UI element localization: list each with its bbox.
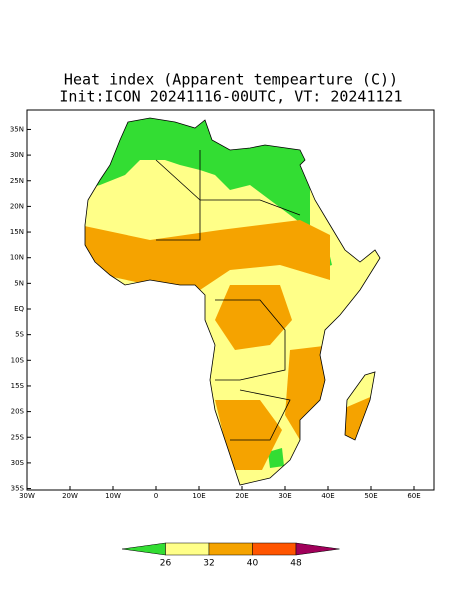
- lon-tick-label: 10E: [192, 492, 205, 500]
- lon-tick-label: 40E: [321, 492, 334, 500]
- lon-tick-label: 20W: [62, 492, 78, 500]
- lat-tick-label: 35S: [11, 485, 25, 493]
- lat-tick-label: 10S: [11, 356, 25, 364]
- lon-tick-label: 20E: [235, 492, 248, 500]
- lat-tick-label: 15N: [10, 228, 24, 236]
- lat-tick-label: 5N: [14, 279, 24, 287]
- colorbar-label: 26: [160, 559, 172, 569]
- colorbar-segment: [208, 542, 253, 556]
- border: [215, 299, 286, 381]
- colorbar-label: 40: [247, 559, 259, 569]
- lon-tick-label: 50E: [364, 492, 377, 500]
- colorbar-segment: [121, 542, 166, 556]
- colorbar: 26 32 40 48: [121, 542, 340, 569]
- lat-tick-label: 15S: [11, 382, 25, 390]
- lat-tick-label: 5S: [15, 331, 24, 339]
- lat-tick-label: 25N: [10, 177, 24, 185]
- lat-tick-label: 20N: [10, 202, 24, 210]
- colorbar-segment: [295, 542, 340, 556]
- field-hot: [85, 220, 330, 290]
- lat-tick-label: 35N: [10, 125, 24, 133]
- border: [230, 389, 291, 441]
- border: [199, 150, 301, 216]
- colorbar-label: 48: [290, 559, 302, 569]
- coastline: [84, 117, 381, 486]
- title-line-2: Init:ICON 20241116-00UTC, VT: 20241121: [59, 88, 402, 106]
- colorbar-segment: [252, 542, 297, 556]
- africa-outline: [84, 117, 381, 486]
- tick-group: 30W 20W 10W 0 10E 20E 30E 40E 50E 60E 35N 30N 25N 20N…: [10, 125, 421, 500]
- lat-tick-label: 10N: [10, 254, 24, 262]
- colorbar-segment: [165, 542, 210, 556]
- lon-tick-label: 30W: [19, 492, 35, 500]
- lat-tick-label: 30N: [10, 151, 24, 159]
- lon-tick-label: 60E: [407, 492, 420, 500]
- lon-tick-label: 10W: [105, 492, 121, 500]
- lat-tick-label: 20S: [11, 408, 25, 416]
- field-cool: [268, 448, 284, 468]
- field-hot: [215, 285, 292, 350]
- lat-tick-label: 25S: [11, 433, 25, 441]
- lon-tick-label: 0: [154, 492, 158, 500]
- lat-tick-label: 30S: [11, 459, 25, 467]
- field-hot: [215, 400, 282, 470]
- field-hot: [285, 345, 332, 440]
- colorbar-label: 32: [203, 559, 214, 569]
- madagascar-outline: [344, 371, 376, 441]
- lon-tick-label: 30E: [278, 492, 291, 500]
- title-line-1: Heat index (Apparent tempearture (C)): [64, 71, 398, 89]
- lat-tick-label: EQ: [14, 305, 24, 313]
- border: [155, 159, 201, 241]
